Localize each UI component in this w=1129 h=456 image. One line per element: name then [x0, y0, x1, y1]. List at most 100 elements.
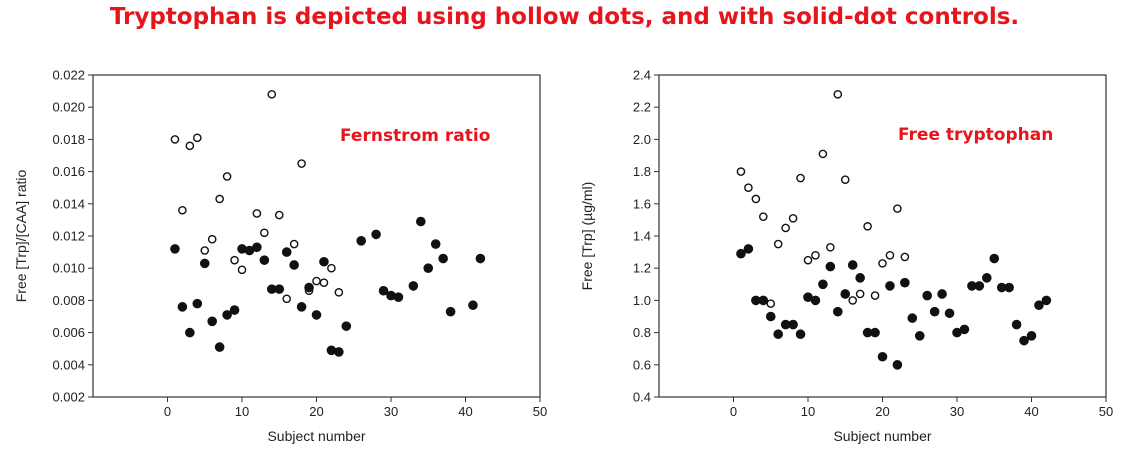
data-point-solid: [259, 255, 270, 265]
data-point-solid: [892, 360, 903, 370]
data-point-solid: [356, 236, 367, 246]
data-point-hollow: [751, 194, 761, 204]
data-point-hollow: [230, 255, 239, 265]
data-point-hollow: [274, 210, 284, 220]
data-point-solid: [885, 281, 895, 291]
data-point-solid: [944, 308, 955, 319]
x-tick-label: 10: [801, 404, 815, 419]
y-tick-label: 0.6: [633, 357, 651, 372]
data-point-solid: [393, 292, 404, 302]
data-point-solid: [334, 347, 344, 357]
y-tick-label: 0.022: [52, 68, 85, 83]
data-point-solid: [192, 298, 203, 309]
y-tick-label: 0.012: [52, 229, 85, 244]
data-point-hollow: [207, 234, 217, 244]
data-point-solid: [416, 216, 426, 227]
fernstrom-ratio-plot: 0.002 0.004 0.006 0.008 0.010 0.012 0.014 0.016…: [13, 68, 547, 445]
data-point-solid: [468, 300, 478, 311]
data-point-solid: [870, 327, 880, 338]
headline: Tryptophan is depicted using hollow dots…: [109, 4, 1020, 30]
y-tick-label: 0.014: [52, 196, 85, 211]
data-point-solid: [423, 263, 434, 274]
data-point-hollow: [870, 291, 880, 300]
data-point-solid: [475, 253, 486, 264]
data-point-solid: [959, 324, 970, 335]
data-point-solid: [914, 331, 925, 341]
data-point-hollow: [878, 259, 887, 268]
data-point-solid: [788, 319, 798, 330]
data-point-hollow: [736, 167, 746, 176]
data-point-solid: [371, 229, 381, 240]
data-point-solid: [974, 281, 985, 291]
x-tick-label: 50: [1099, 404, 1113, 419]
data-point-solid: [840, 289, 851, 299]
data-point-hollow: [855, 289, 865, 299]
data-point-hollow: [282, 294, 292, 304]
data-point-solid: [177, 302, 188, 312]
data-point-solid: [989, 253, 1000, 264]
x-tick-label: 40: [458, 404, 472, 419]
data-point-solid: [736, 248, 746, 259]
data-point-solid: [274, 284, 285, 294]
data-point-hollow: [297, 159, 306, 168]
data-point-hollow: [759, 212, 768, 221]
data-point-hollow: [863, 222, 872, 231]
data-point-solid: [438, 253, 448, 264]
data-point-solid: [1041, 295, 1052, 306]
y-tick-label: 0.008: [52, 293, 85, 308]
data-point-solid: [929, 306, 940, 317]
y-tick-label: 2.0: [633, 132, 651, 147]
data-point-solid: [855, 273, 865, 283]
y-tick-label: 1.4: [633, 229, 651, 244]
data-point-solid: [1004, 282, 1014, 293]
x-axis-label: Subject number: [833, 428, 931, 444]
data-point-solid: [907, 313, 918, 323]
y-tick-label: 0.010: [52, 261, 85, 276]
x-tick-label: 20: [309, 404, 323, 419]
data-point-solid: [922, 290, 933, 301]
data-point-solid: [1026, 331, 1037, 341]
data-point-hollow: [900, 252, 910, 262]
x-tick-label: 30: [950, 404, 964, 419]
x-axis-label: Subject number: [267, 428, 365, 444]
data-point-solid: [765, 311, 776, 322]
data-point-solid: [214, 342, 225, 352]
y-tick-label: 1.0: [633, 293, 651, 308]
x-tick-label: 0: [164, 404, 171, 419]
chart-annotation: Fernstrom ratio: [340, 126, 490, 146]
data-point-solid: [900, 277, 910, 288]
x-tick-label: 30: [384, 404, 398, 419]
data-point-hollow: [781, 223, 790, 233]
data-point-hollow: [818, 149, 828, 159]
data-point-hollow: [885, 251, 895, 260]
x-tick-label: 10: [235, 404, 249, 419]
data-point-solid: [758, 295, 769, 306]
data-point-hollow: [237, 265, 247, 275]
y-tick-label: 1.6: [633, 196, 651, 211]
chart-annotation: Free tryptophan: [898, 125, 1053, 145]
x-tick-label: 40: [1024, 404, 1038, 419]
plot-frame: [658, 74, 1107, 398]
data-point-hollow: [260, 228, 269, 238]
data-point-hollow: [773, 239, 783, 249]
x-tick-label: 20: [875, 404, 889, 419]
x-tick-label: 0: [730, 404, 737, 419]
y-tick-label: 0.020: [52, 100, 85, 115]
data-point-hollow: [289, 239, 299, 249]
data-point-solid: [170, 244, 180, 254]
data-point-solid: [378, 285, 389, 296]
data-point-solid: [304, 282, 314, 293]
data-point-solid: [319, 256, 329, 267]
data-point-hollow: [252, 209, 262, 218]
data-point-hollow: [222, 172, 232, 181]
y-tick-label: 2.4: [633, 68, 651, 83]
data-point-hollow: [803, 255, 813, 265]
data-point-hollow: [840, 175, 850, 184]
data-point-hollow: [170, 135, 180, 144]
data-point-hollow: [319, 278, 329, 287]
data-point-hollow: [200, 246, 210, 255]
data-point-solid: [207, 316, 217, 327]
data-point-solid: [1011, 319, 1022, 330]
data-point-solid: [185, 327, 195, 338]
y-tick-label: 1.8: [633, 164, 651, 179]
